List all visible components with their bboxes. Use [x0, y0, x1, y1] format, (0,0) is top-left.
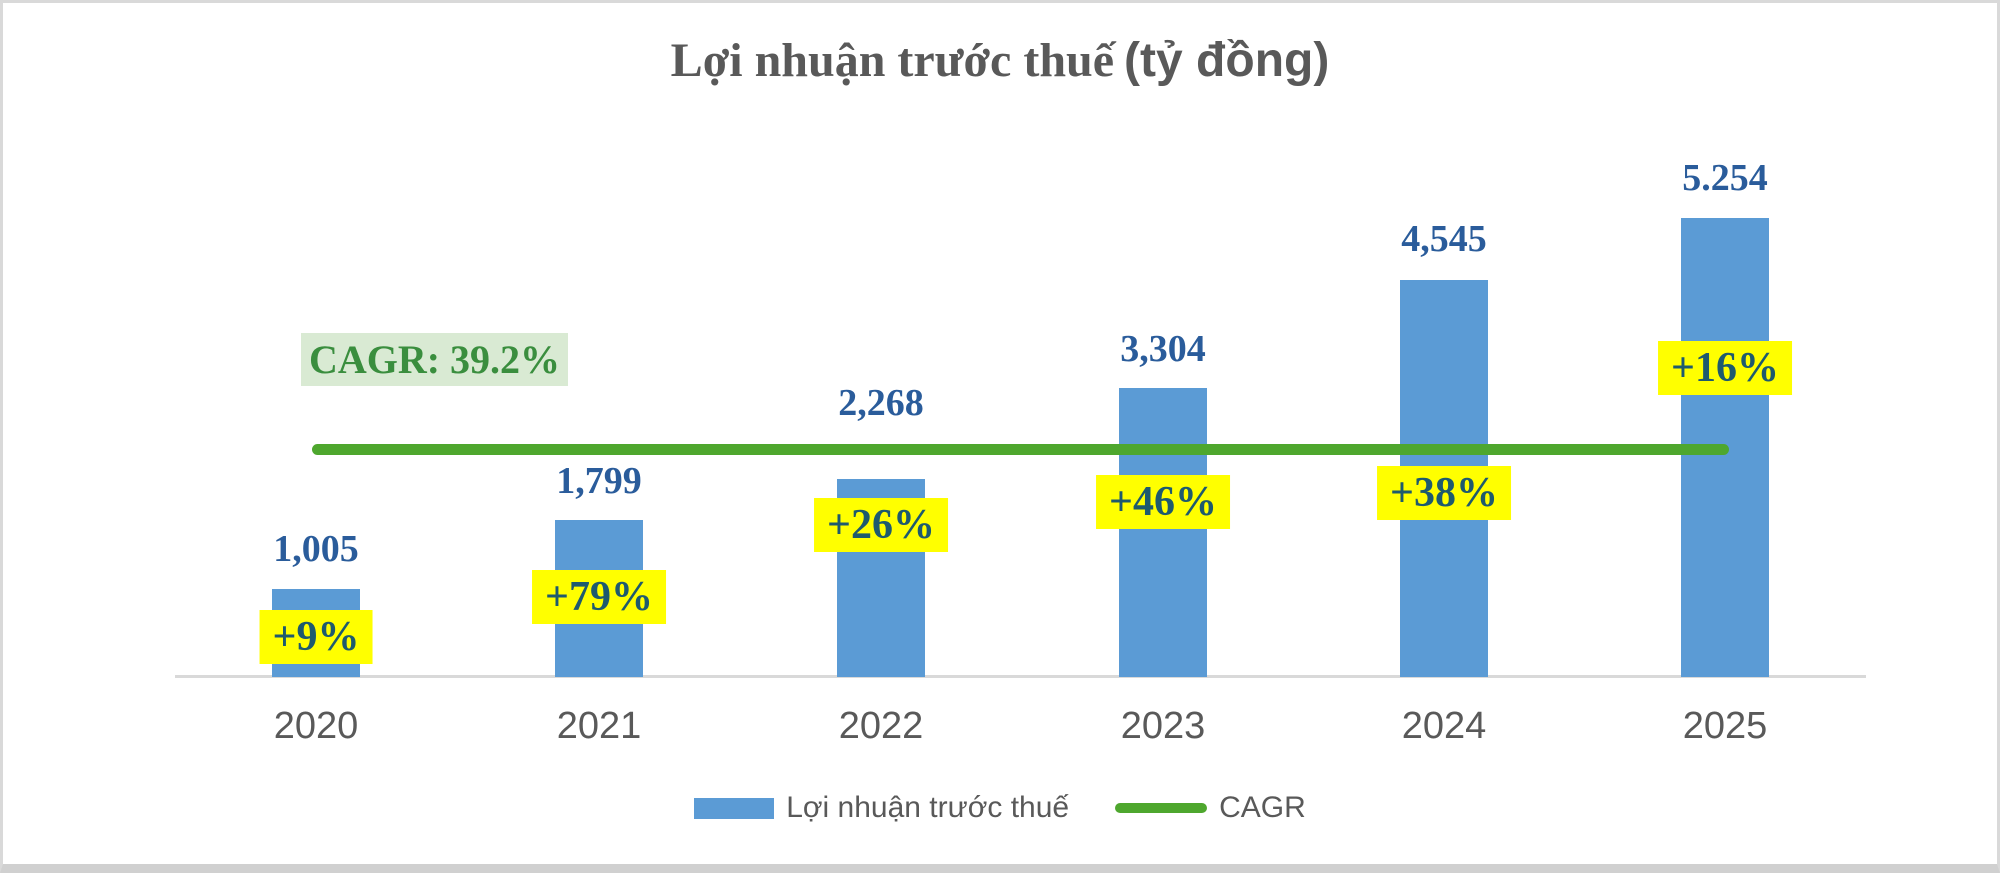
chart-title: Lợi nhuận trước thuế (tỷ đồng) [3, 33, 1997, 88]
growth-badge: +38% [1377, 466, 1511, 520]
growth-badge: +79% [532, 570, 666, 624]
x-axis-label: 2022 [838, 705, 924, 747]
x-axis-label: 2024 [1401, 705, 1487, 747]
growth-badge: +26% [814, 498, 948, 552]
x-axis-label: 2025 [1682, 705, 1768, 747]
legend-item-cagr: CAGR [1115, 791, 1306, 825]
chart-legend: Lợi nhuận trước thuế CAGR [3, 791, 1997, 825]
bar-value-label: 5.254 [1682, 157, 1768, 199]
chart-title-main: Lợi nhuận trước thuế [670, 34, 1115, 87]
x-axis-label: 2021 [556, 705, 642, 747]
x-axis-label: 2020 [273, 705, 359, 747]
bar-value-label: 4,545 [1401, 218, 1487, 260]
chart-title-unit: (tỷ đồng) [1124, 34, 1330, 87]
legend-bar-swatch-icon [694, 797, 775, 819]
x-axis-line [175, 675, 1866, 678]
growth-badge: +46% [1096, 475, 1230, 529]
cagr-line [312, 443, 1729, 455]
legend-cagr-label: CAGR [1219, 791, 1306, 824]
growth-badge: +9% [259, 610, 373, 664]
bar-value-label: 2,268 [838, 382, 924, 424]
bar-value-label: 1,005 [273, 528, 359, 570]
legend-line-swatch-icon [1115, 803, 1208, 813]
bar [1119, 388, 1207, 677]
legend-series-label: Lợi nhuận trước thuế [786, 791, 1070, 824]
growth-badge: +16% [1658, 341, 1792, 395]
cagr-annotation: CAGR: 39.2% [301, 333, 568, 386]
bar-value-label: 1,799 [556, 460, 642, 502]
bar-value-label: 3,304 [1120, 328, 1206, 370]
x-axis-label: 2023 [1120, 705, 1206, 747]
legend-item-series: Lợi nhuận trước thuế [694, 791, 1069, 825]
